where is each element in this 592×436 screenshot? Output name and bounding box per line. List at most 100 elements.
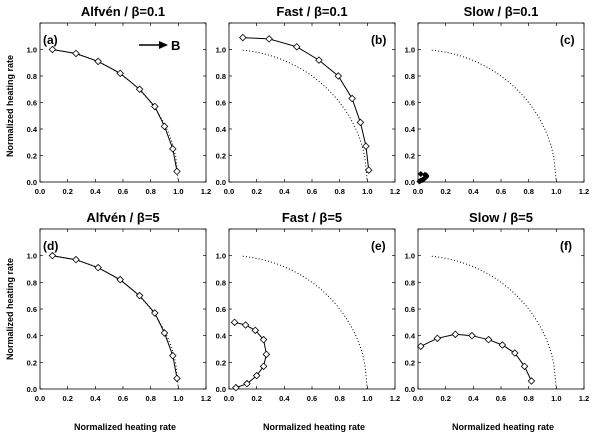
data-point — [116, 275, 124, 284]
data-point — [416, 178, 423, 185]
data-point — [241, 321, 250, 329]
data-point — [72, 255, 80, 264]
panel-label: (f) — [560, 239, 572, 253]
x-tick-label: 0.2 — [440, 187, 450, 196]
x-axis-label-left: Normalized heating rate — [74, 422, 176, 432]
x-tick-label: 0.8 — [523, 394, 533, 403]
data-point — [239, 33, 247, 42]
y-tick-label: 1.0 — [405, 46, 415, 55]
y-tick-label: 0.4 — [216, 125, 227, 134]
x-axis-label-center: Normalized heating rate — [263, 422, 365, 432]
x-tick-label: 0.0 — [35, 394, 45, 403]
x-tick-label: 0.2 — [62, 394, 72, 403]
y-tick-label: 0.8 — [27, 278, 37, 287]
panel-f: Slow / β=5 (f) 0.00.0 0.2 0.2 0.4 0.4 0.6 0.6 0.8… — [405, 210, 590, 403]
y-tick-label: 0.2 — [216, 152, 226, 161]
x-tick-label: 0.6 — [496, 187, 506, 196]
x-tick-label: 1.0 — [362, 187, 372, 196]
x-tick-label: 0.4 — [468, 394, 479, 403]
data-point — [135, 291, 144, 300]
x-tick-label: 0.2 — [251, 187, 261, 196]
x-tick-label: 1.2 — [579, 187, 589, 196]
y-tick-label: 0.6 — [405, 305, 415, 314]
panel-title: Fast / β=5 — [282, 210, 342, 225]
y-tick-label: 0.0 — [216, 178, 226, 187]
data-point — [160, 329, 169, 337]
x-tick-label: 0.4 — [279, 394, 290, 403]
x-tick-label: 0.4 — [90, 187, 101, 196]
data-point — [315, 56, 323, 64]
y-tick-label: 0.2 — [27, 358, 37, 367]
data-point — [259, 335, 268, 344]
x-tick-label: 0.8 — [145, 187, 155, 196]
x-tick-label: 0.0 — [35, 187, 45, 196]
reference-curve — [431, 49, 557, 183]
x-tick-label: 0.4 — [279, 187, 290, 196]
x-tick-label: 0.6 — [496, 394, 506, 403]
y-tick-label: 0.8 — [216, 72, 226, 81]
series-line — [52, 49, 178, 172]
y-tick-label: 0.8 — [27, 72, 37, 81]
data-point — [173, 167, 181, 176]
x-tick-label: 0.4 — [468, 187, 479, 196]
data-point — [48, 251, 57, 260]
data-point — [417, 342, 425, 351]
y-tick-label: 0.0 — [27, 385, 37, 394]
panel-label: (c) — [560, 33, 575, 47]
y-tick-label: 0.8 — [216, 278, 226, 287]
data-point — [232, 383, 240, 392]
data-point — [243, 379, 251, 388]
data-point — [259, 362, 268, 371]
data-point — [417, 171, 424, 178]
panel-title: Slow / β=5 — [469, 210, 533, 225]
x-tick-label: 1.2 — [579, 394, 589, 403]
reference-curve — [242, 255, 368, 390]
y-tick-label: 0.6 — [27, 99, 37, 108]
reference-curve — [242, 49, 368, 183]
panel-e: Fast / β=5 (e) 0.00.0 0.2 0.2 0.4 0.4 0.6 0.6 0.8… — [216, 210, 401, 403]
y-tick-label: 1.0 — [27, 252, 37, 261]
x-tick-label: 0.8 — [145, 394, 155, 403]
arrow-head — [159, 41, 168, 49]
panel-title: Fast / β=0.1 — [276, 4, 347, 19]
y-tick-label: 0.6 — [27, 305, 37, 314]
b-field-arrow: B — [139, 38, 180, 53]
panel-d: Alfvén / β=5 (d) 0.00.0 0.2 0.2 0.4 0.4 0.6 0.6 0… — [27, 210, 212, 403]
x-tick-label: 0.6 — [118, 187, 128, 196]
x-tick-label: 1.2 — [390, 394, 400, 403]
data-point — [72, 49, 80, 58]
x-tick-label: 1.0 — [173, 394, 183, 403]
y-tick-label: 0.4 — [27, 332, 38, 341]
y-tick-label: 0.2 — [405, 358, 415, 367]
data-point — [94, 263, 102, 272]
x-tick-label: 0.2 — [251, 394, 261, 403]
panel-label: (e) — [371, 239, 386, 253]
plot-frame — [417, 228, 585, 390]
x-tick-label: 0.0 — [413, 394, 423, 403]
x-tick-label: 0.0 — [224, 394, 234, 403]
series-line — [52, 255, 178, 379]
x-tick-label: 0.8 — [334, 187, 344, 196]
y-tick-label: 0.2 — [216, 358, 226, 367]
x-tick-label: 1.0 — [173, 187, 183, 196]
data-point — [116, 69, 124, 78]
y-tick-label: 0.0 — [216, 385, 226, 394]
data-point — [230, 318, 239, 327]
x-tick-label: 1.2 — [201, 394, 211, 403]
data-point — [348, 94, 356, 103]
data-point — [293, 43, 301, 51]
data-point — [498, 341, 507, 349]
data-point — [252, 371, 261, 380]
data-point — [94, 57, 102, 66]
data-point — [362, 142, 370, 150]
x-tick-label: 1.0 — [362, 394, 372, 403]
y-tick-label: 0.8 — [405, 72, 415, 81]
x-tick-label: 0.2 — [62, 187, 72, 196]
y-tick-label: 1.0 — [216, 46, 226, 55]
data-point — [527, 377, 536, 385]
panel-label: (b) — [371, 33, 386, 47]
data-point — [451, 330, 460, 339]
x-tick-label: 0.8 — [523, 187, 533, 196]
y-tick-label: 0.8 — [405, 278, 415, 287]
